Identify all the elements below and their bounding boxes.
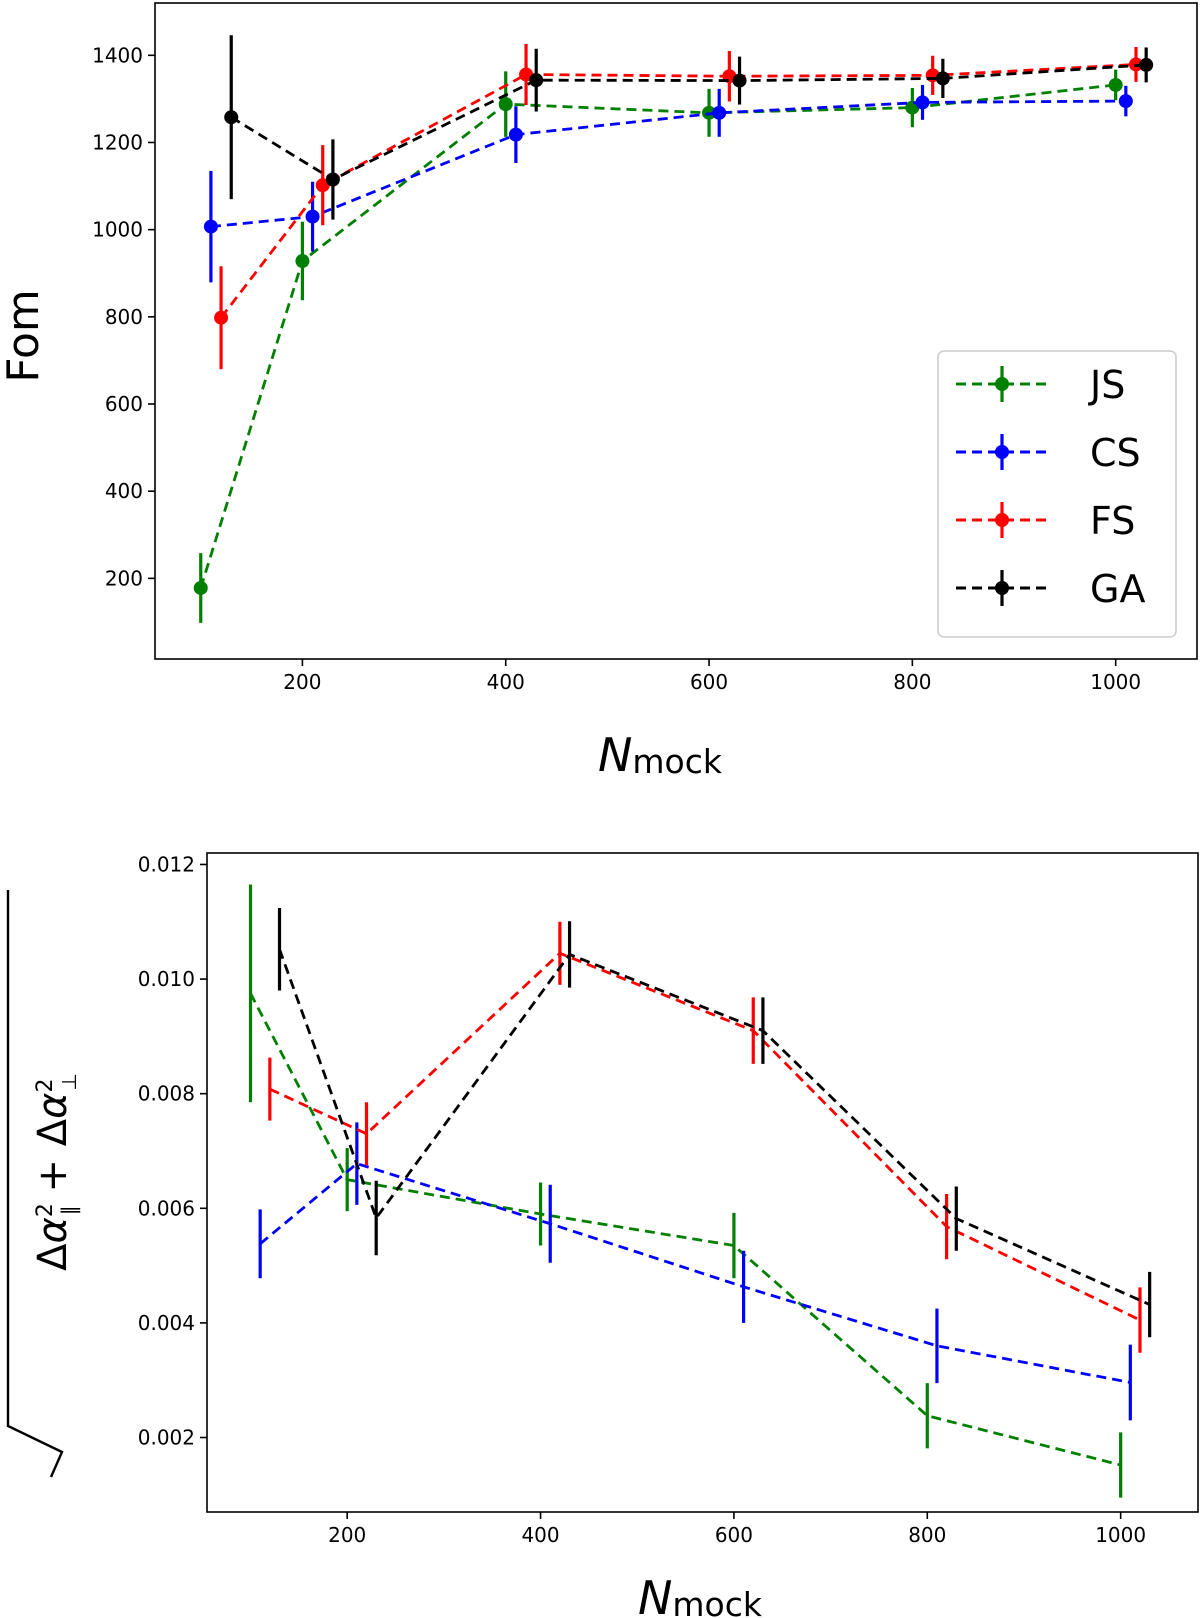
alpha-error-y-tick-label: 0.008 — [138, 1082, 195, 1106]
fom-point-js — [193, 580, 208, 595]
fom-point-cs — [508, 127, 523, 142]
svg-text:Δα2∥ + Δα2⊥: Δα2∥ + Δα2⊥ — [30, 1073, 81, 1271]
fom-y-tick-label: 1200 — [92, 130, 143, 154]
legend-label-ga: GA — [1090, 567, 1145, 611]
alpha-error-y-tick-label: 0.002 — [138, 1426, 195, 1450]
legend-entry-js: JS — [956, 363, 1125, 407]
alpha-error-x-tick-label: 400 — [521, 1523, 559, 1547]
legend-label-fs: FS — [1090, 499, 1135, 543]
fom-line-fs — [219, 63, 1137, 319]
alpha-error-y-tick-label: 0.006 — [138, 1196, 195, 1220]
alpha-error-y-tick-label: 0.012 — [138, 852, 195, 876]
fom-y-tick-label: 800 — [105, 305, 143, 329]
legend-entry-fs: FS — [956, 499, 1135, 543]
alpha-error-axis-ticks: 200 400 600 800 1000 0.002 0.004 0.006 0.008 0.01… — [138, 852, 1146, 1547]
fom-y-tick-label: 600 — [105, 392, 143, 416]
fom-plot-frame — [154, 2, 1198, 660]
alpha-error-line-cs — [259, 1162, 1131, 1384]
fom-x-tick-label: 400 — [487, 670, 525, 694]
fom-point-cs — [712, 105, 727, 120]
fom-line-cs — [210, 99, 1126, 228]
fom-point-ga — [732, 73, 747, 88]
fom-series-cs — [203, 84, 1133, 283]
fom-point-cs — [203, 219, 218, 234]
legend: JS CS FS GA — [937, 350, 1177, 638]
fom-y-tick-label: 1000 — [92, 218, 143, 242]
legend-marker-fs — [995, 513, 1009, 527]
fom-point-cs — [1118, 94, 1133, 109]
fom-point-ga — [529, 73, 544, 88]
alpha-error-y-tick-label: 0.010 — [138, 967, 195, 991]
fom-axis-ticks: 200 400 600 800 1000 200 400 600 800 1000 1200 1400 — [92, 43, 1141, 694]
fom-x-axis-label-sub: mock — [632, 742, 722, 781]
alpha-error-line-ga — [278, 948, 1151, 1306]
fom-line-ga — [230, 63, 1147, 182]
fom-x-tick-label: 800 — [893, 670, 931, 694]
alpha-error-line-js — [249, 992, 1121, 1467]
alpha-error-series-layer — [248, 884, 1152, 1498]
fom-point-ga — [935, 71, 950, 86]
alpha-error-chart: 200 400 600 800 1000 0.002 0.004 0.006 0.008 0.01… — [6, 852, 1199, 1618]
fom-y-axis-label: Fom — [0, 289, 49, 383]
alpha-error-x-axis-label: Nmock — [638, 1571, 763, 1618]
fom-chart: 200 400 600 800 1000 200 400 600 800 1000 1200 1400… — [0, 2, 1198, 782]
fom-point-fs — [315, 178, 330, 193]
alpha-error-x-tick-label: 600 — [715, 1523, 753, 1547]
legend-marker-cs — [995, 445, 1009, 459]
alpha-error-x-axis-label-sub: mock — [672, 1585, 762, 1618]
legend-box — [937, 350, 1177, 638]
fom-x-axis-label: Nmock — [598, 728, 723, 782]
alpha-error-y-tick-label: 0.004 — [138, 1311, 195, 1335]
fom-series-ga — [224, 35, 1154, 220]
fom-y-tick-label: 400 — [105, 479, 143, 503]
alpha-error-plot-frame — [206, 852, 1199, 1513]
legend-entry-cs: CS — [956, 431, 1141, 475]
fom-point-js — [295, 254, 310, 269]
fom-point-fs — [214, 310, 229, 325]
alpha-error-x-tick-label: 1000 — [1095, 1523, 1146, 1547]
fom-point-cs — [915, 95, 930, 110]
legend-label-js: JS — [1088, 363, 1125, 407]
alpha-error-x-tick-label: 800 — [908, 1523, 946, 1547]
legend-label-cs: CS — [1090, 431, 1141, 475]
fom-point-ga — [224, 110, 239, 125]
fom-x-tick-label: 1000 — [1090, 670, 1141, 694]
alpha-error-x-tick-label: 200 — [328, 1523, 366, 1547]
fom-x-tick-label: 200 — [283, 670, 321, 694]
fom-point-ga — [1139, 57, 1154, 72]
fom-line-js — [199, 83, 1116, 589]
legend-marker-js — [995, 377, 1009, 391]
alpha-error-x-axis-label-main: N — [638, 1571, 672, 1618]
fom-x-tick-label: 600 — [690, 670, 728, 694]
fom-point-js — [498, 97, 513, 112]
fom-x-axis-label-main: N — [598, 728, 632, 782]
alpha-error-series-ga — [277, 908, 1152, 1338]
legend-marker-ga — [995, 581, 1009, 595]
fom-point-js — [1108, 77, 1123, 92]
alpha-error-series-js — [248, 884, 1123, 1498]
alpha-error-y-axis-label: Δα2∥ + Δα2⊥ — [6, 890, 81, 1478]
fom-series-layer — [193, 35, 1154, 623]
fom-y-tick-label: 200 — [105, 566, 143, 590]
fom-point-cs — [305, 209, 320, 224]
fom-point-ga — [325, 172, 340, 187]
legend-entry-ga: GA — [956, 567, 1145, 611]
alpha-error-line-fs — [269, 951, 1141, 1322]
fom-y-tick-label: 1400 — [92, 43, 143, 67]
alpha-error-series-fs — [268, 921, 1142, 1353]
fom-point-fs — [519, 67, 534, 82]
